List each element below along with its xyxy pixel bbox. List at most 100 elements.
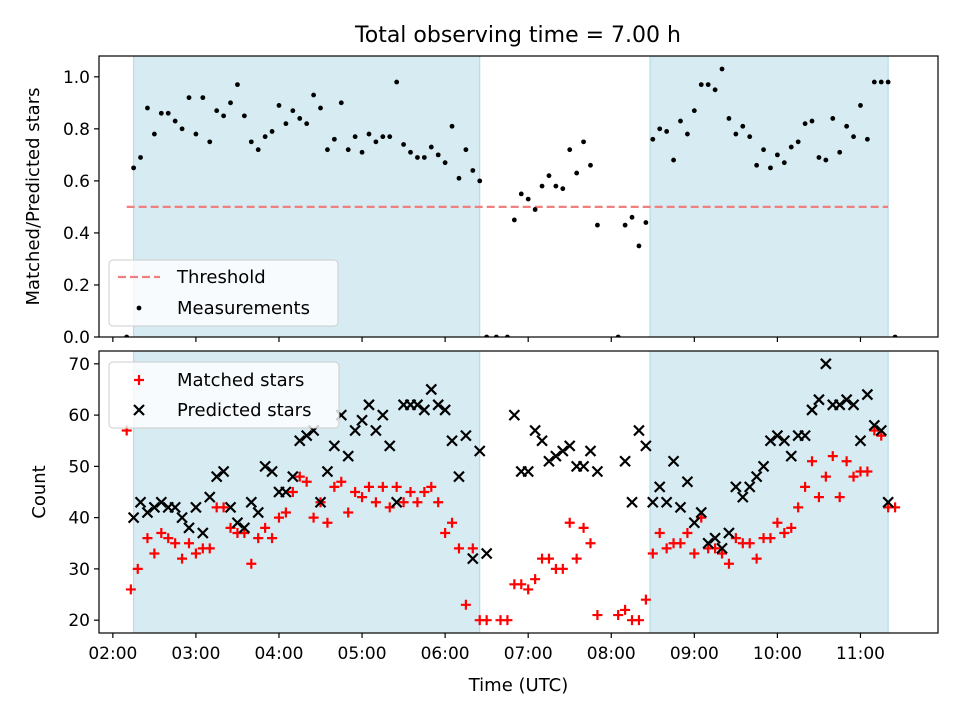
matched-point: [862, 466, 873, 477]
measurement-point: [262, 134, 268, 140]
matched-point: [239, 528, 250, 539]
predicted-point: [688, 516, 701, 529]
matched-point: [156, 528, 167, 539]
measurement-point: [470, 168, 476, 173]
matched-point: [530, 574, 541, 585]
measurement-point: [241, 113, 247, 119]
predicted-point: [584, 445, 597, 457]
measurement-point: [373, 139, 379, 145]
predicted-point: [169, 501, 181, 514]
matched-point: [841, 456, 852, 467]
matched-point: [467, 543, 478, 554]
measurement-point: [685, 131, 690, 137]
matched-point: [834, 492, 845, 503]
measurement-point: [331, 136, 337, 142]
measurement-point: [878, 79, 884, 85]
measurement-point: [297, 116, 303, 121]
predicted-point: [480, 547, 493, 560]
matched-point: [391, 481, 402, 492]
predicted-point: [619, 455, 631, 468]
x-axis-label: Time (UTC): [468, 675, 569, 696]
matched-point: [322, 517, 333, 528]
measurement-point: [221, 113, 227, 119]
y-tick-label: 40: [68, 509, 90, 529]
matched-point: [592, 610, 603, 621]
matched-point: [765, 533, 776, 544]
predicted-point: [653, 481, 666, 493]
measurement-point: [186, 95, 192, 101]
predicted-point: [383, 440, 396, 452]
predicted-point: [681, 475, 694, 488]
matched-point: [813, 492, 824, 503]
predicted-point: [640, 440, 652, 452]
x-tick-label: 08:00: [587, 644, 636, 664]
predicted-point: [134, 496, 147, 509]
predicted-point: [674, 501, 687, 514]
measurement-point: [871, 79, 877, 85]
measurement-point: [539, 183, 545, 189]
x-tick-label: 07:00: [504, 644, 553, 664]
predicted-point: [377, 409, 389, 421]
measurement-point: [435, 152, 441, 158]
predicted-point: [224, 501, 237, 514]
predicted-point: [716, 542, 728, 555]
measurement-point: [844, 123, 850, 129]
predicted-point: [543, 455, 555, 468]
predicted-point: [141, 506, 154, 519]
measurement-point: [325, 147, 330, 153]
predicted-point: [453, 470, 465, 483]
predicted-point: [557, 445, 569, 457]
measurement-point: [179, 126, 185, 132]
measurement-point: [671, 157, 676, 163]
predicted-point: [293, 434, 306, 447]
x-tick-label: 02:00: [88, 644, 137, 664]
predicted-point: [190, 501, 202, 514]
predicted-point: [314, 496, 327, 509]
measurement-point: [456, 175, 462, 181]
shaded-interval: [649, 351, 889, 633]
predicted-point: [349, 424, 361, 437]
predicted-point: [127, 511, 140, 524]
measurement-point: [574, 170, 580, 176]
measurement-point: [664, 129, 670, 134]
predicted-point: [217, 465, 230, 478]
matched-point: [246, 558, 257, 569]
measurement-point: [345, 147, 351, 153]
predicted-point: [300, 429, 313, 442]
matched-point: [772, 517, 783, 528]
predicted-point: [321, 465, 334, 478]
measurement-point: [158, 110, 164, 116]
matched-point: [218, 502, 229, 513]
predicted-point: [743, 481, 756, 493]
matched-point: [620, 604, 631, 615]
matched-point: [301, 476, 312, 487]
matched-point: [426, 481, 437, 492]
matched-point: [523, 584, 534, 595]
predicted-point: [280, 486, 292, 498]
measurement-point: [733, 131, 739, 137]
measurement-point: [200, 95, 206, 101]
measurement-point: [650, 136, 656, 142]
legend-label-matched: Matched stars: [177, 370, 304, 391]
matched-point: [273, 512, 284, 523]
matched-point: [287, 487, 298, 497]
x-tick-label: 03:00: [171, 644, 220, 664]
matched-point: [447, 517, 458, 528]
matched-point: [370, 497, 381, 508]
predicted-point: [148, 501, 161, 514]
predicted-point: [840, 393, 853, 406]
measurement-point: [761, 147, 766, 153]
y-tick-label: 20: [68, 611, 90, 631]
matched-point: [723, 558, 734, 569]
predicted-point: [771, 429, 784, 442]
measurement-point: [304, 121, 310, 127]
predicted-point: [238, 522, 251, 534]
predicted-point: [757, 460, 770, 473]
matched-point: [183, 538, 194, 549]
legend-label-measurements: Measurements: [177, 298, 310, 319]
measurement-point: [311, 92, 316, 98]
matched-point: [689, 548, 700, 559]
measurement-point: [588, 162, 593, 168]
measurement-point: [338, 100, 344, 106]
